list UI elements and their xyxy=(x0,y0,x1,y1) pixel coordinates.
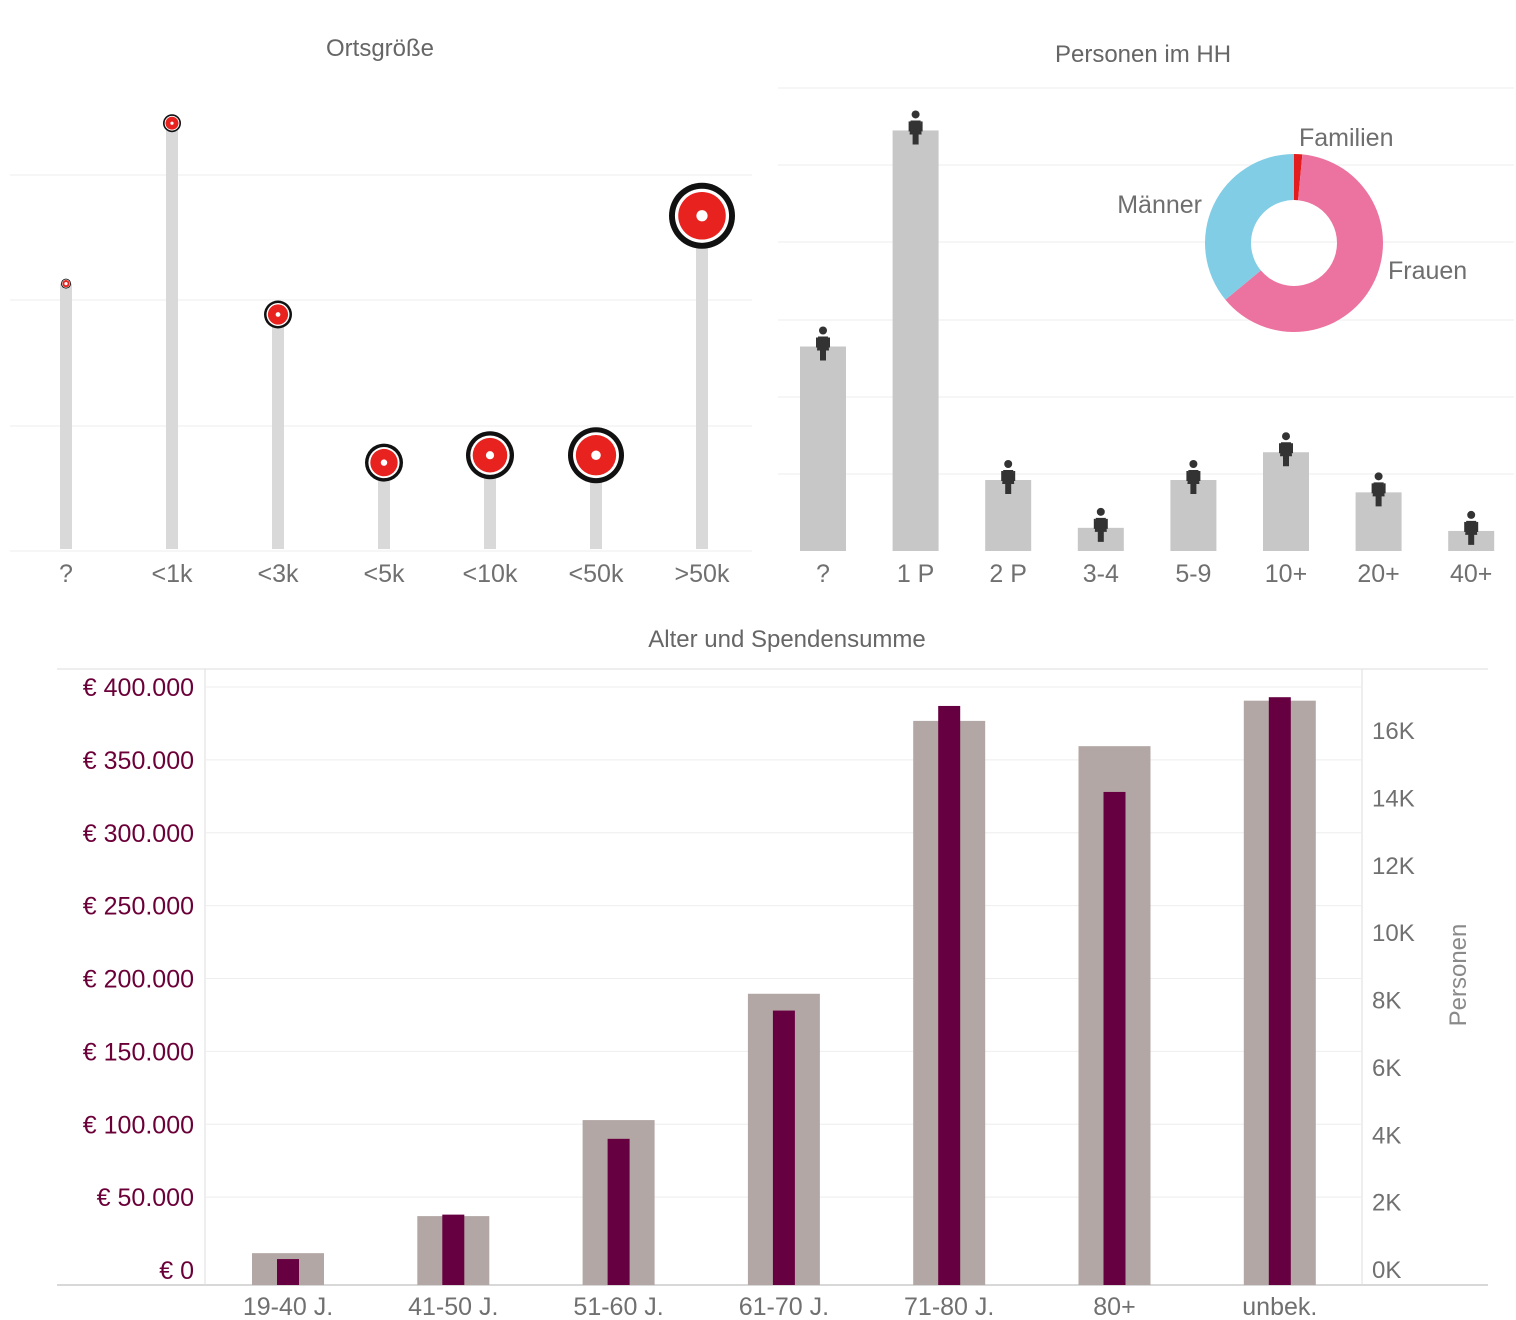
left-axis-tick: € 200.000 xyxy=(83,966,194,994)
ph-tick-label: 40+ xyxy=(1450,560,1492,588)
ph-bar xyxy=(892,130,939,552)
left-axis-tick: € 50.000 xyxy=(97,1184,194,1212)
person-icon xyxy=(908,110,923,145)
left-axis-tick: € 250.000 xyxy=(83,893,194,921)
person-icon xyxy=(1279,432,1293,467)
og-stem xyxy=(378,462,390,549)
personen-title: Personen im HH xyxy=(1055,41,1231,68)
ph-tick-label: 3-4 xyxy=(1083,560,1119,588)
og-marker xyxy=(365,443,403,482)
alter-title: Alter und Spendensumme xyxy=(648,626,926,653)
ph-tick-label: 20+ xyxy=(1357,560,1399,588)
gender-donut-chart: Familien Frauen Männer xyxy=(1117,124,1467,333)
og-tick-label: <10k xyxy=(463,560,518,588)
og-marker xyxy=(163,114,181,133)
og-stem xyxy=(272,314,284,549)
spendensumme-bar xyxy=(607,1138,630,1285)
donut-label-maenner: Männer xyxy=(1117,191,1202,219)
person-icon xyxy=(1093,507,1108,542)
left-axis-tick: € 100.000 xyxy=(83,1111,194,1139)
left-axis-tick: € 150.000 xyxy=(83,1038,194,1066)
ph-tick-label: 1 P xyxy=(897,560,935,588)
ortsgroesse-title: Ortsgröße xyxy=(326,35,434,62)
right-axis-label: Personen xyxy=(1445,924,1472,1027)
al-tick-label: 61-70 J. xyxy=(739,1293,829,1320)
spendensumme-bar xyxy=(442,1214,465,1285)
person-icon xyxy=(816,326,830,361)
og-tick-label: <3k xyxy=(257,560,299,588)
og-tick-label: ? xyxy=(59,560,73,588)
ortsgroesse-chart: Ortsgröße ? <1k <3k <5k <10k <50k >50k xyxy=(10,35,752,588)
spendensumme-bar xyxy=(1268,697,1291,1285)
al-tick-label: 51-60 J. xyxy=(573,1293,663,1320)
donut-slice-familien xyxy=(1294,154,1303,201)
right-axis-tick: 2K xyxy=(1372,1190,1401,1217)
right-axis-tick: 8K xyxy=(1372,988,1401,1015)
og-marker xyxy=(669,182,735,249)
og-marker xyxy=(568,427,624,484)
og-stem xyxy=(60,283,72,549)
right-axis-tick: 6K xyxy=(1372,1055,1401,1082)
right-axis-tick: 16K xyxy=(1372,718,1415,745)
right-axis-tick: 4K xyxy=(1372,1122,1401,1149)
right-axis-tick: 10K xyxy=(1372,920,1415,947)
left-axis-tick: € 400.000 xyxy=(83,674,194,702)
donut-label-familien: Familien xyxy=(1299,124,1393,152)
left-axis-tick: € 350.000 xyxy=(83,747,194,775)
ph-tick-label: 5-9 xyxy=(1175,560,1211,588)
og-tick-label: <50k xyxy=(569,560,624,588)
spendensumme-bar xyxy=(772,1010,795,1285)
og-stem xyxy=(696,215,708,549)
right-axis-tick: 14K xyxy=(1372,785,1415,812)
left-axis-tick: € 0 xyxy=(159,1257,194,1285)
person-icon xyxy=(1001,460,1016,495)
og-marker xyxy=(264,300,292,329)
al-tick-label: 19-40 J. xyxy=(243,1293,333,1320)
spendensumme-bar xyxy=(938,705,961,1285)
al-tick-label: 41-50 J. xyxy=(408,1293,498,1320)
ph-tick-label: ? xyxy=(816,560,830,588)
spendensumme-bar xyxy=(277,1259,299,1285)
og-tick-label: <5k xyxy=(363,560,405,588)
al-tick-label: 80+ xyxy=(1093,1293,1135,1320)
right-axis-tick: 12K xyxy=(1372,853,1415,880)
alter-spendensumme-chart: Alter und Spendensumme € 0 € 50.000 € 100.… xyxy=(57,626,1488,1320)
og-tick-label: <1k xyxy=(151,560,193,588)
right-axis-tick: 0K xyxy=(1372,1257,1401,1284)
ph-tick-label: 10+ xyxy=(1265,560,1307,588)
ph-bar xyxy=(800,346,846,551)
og-marker xyxy=(61,278,71,289)
spendensumme-bar xyxy=(1103,791,1126,1285)
al-tick-label: unbek. xyxy=(1242,1293,1317,1320)
og-stem xyxy=(166,123,178,550)
ph-tick-label: 2 P xyxy=(989,560,1027,588)
person-icon xyxy=(1464,510,1479,545)
og-marker xyxy=(466,431,514,480)
al-tick-label: 71-80 J. xyxy=(904,1293,994,1320)
personen-im-hh-chart: Personen im HH ? 1 P 2 P 3-4 5-9 10+ 20+ 40+ xyxy=(778,41,1514,588)
og-tick-label: >50k xyxy=(675,560,730,588)
donut-slice-maenner xyxy=(1205,154,1294,300)
donut-label-frauen: Frauen xyxy=(1388,257,1467,285)
ph-bar xyxy=(1263,452,1309,551)
person-icon xyxy=(1371,472,1386,507)
donut-slice-frauen xyxy=(1225,154,1383,333)
left-axis-tick: € 300.000 xyxy=(83,820,194,848)
person-icon xyxy=(1186,460,1201,495)
